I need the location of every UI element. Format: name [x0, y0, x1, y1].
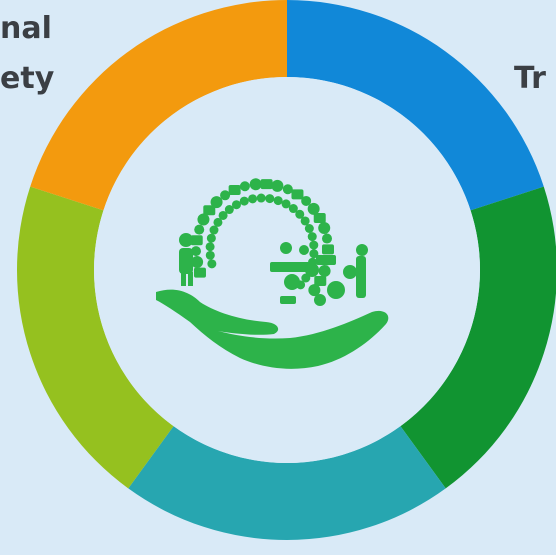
g-arc-glyph — [288, 204, 298, 214]
g-arc-glyph — [194, 224, 205, 235]
g-arc-glyph — [231, 200, 241, 210]
g-arc-glyph — [205, 242, 215, 252]
g-arc-glyph — [248, 194, 258, 204]
g-arc-glyph — [224, 205, 234, 215]
g-arc-glyph — [197, 213, 210, 226]
g-arc-glyph — [207, 259, 217, 269]
g-arc-glyph — [313, 213, 326, 224]
g-arc-glyph — [307, 232, 317, 242]
farmer-figure-icon — [179, 233, 193, 286]
ring — [16, 0, 556, 540]
g-arc-glyph — [209, 225, 219, 235]
ring-segment-5 — [30, 0, 287, 211]
g-arc-glyph — [193, 267, 206, 278]
g-arc-glyph — [291, 189, 304, 200]
g-arc-glyph — [318, 221, 331, 234]
g-arc-glyph — [228, 184, 241, 195]
g-arc-glyph — [304, 224, 314, 234]
g-arc-glyph — [307, 202, 320, 215]
g-letter-bar — [270, 242, 368, 306]
g-arc-glyph — [249, 178, 262, 191]
g-arc-glyph — [281, 199, 291, 209]
g-arc-glyph — [301, 195, 312, 206]
g-arc-glyph — [300, 216, 310, 226]
g-arc-glyph — [205, 250, 215, 260]
g-arc-glyph — [314, 275, 327, 286]
segment-label-top-left-line1: nal — [0, 11, 52, 46]
g-arc-glyph — [265, 194, 275, 204]
g-arc-glyph — [210, 196, 223, 209]
g-arc-glyph — [318, 264, 331, 277]
g-arc-glyph — [206, 233, 216, 243]
g-arc-glyph — [218, 210, 228, 220]
g-letter-arc — [190, 178, 334, 297]
ring-segment-4 — [16, 186, 174, 489]
ring-segment-2 — [400, 186, 556, 489]
g-arc-glyph — [239, 196, 249, 206]
g-arc-glyph — [309, 249, 319, 259]
g-arc-glyph — [191, 256, 204, 269]
hand-holding-g-agriculture-icon — [156, 178, 389, 369]
g-arc-glyph — [260, 179, 273, 190]
g-arc-glyph — [203, 205, 216, 216]
g-arc-glyph — [239, 181, 250, 192]
ring-segment-3 — [128, 426, 446, 540]
ring-segment-1 — [287, 0, 544, 211]
g-arc-glyph — [213, 217, 223, 227]
segment-label-top-right: Tr — [514, 61, 546, 96]
g-arc-glyph — [273, 196, 283, 206]
segment-label-top-left-line2: ety — [0, 61, 55, 96]
g-arc-glyph — [309, 240, 319, 250]
g-arc-glyph — [282, 184, 293, 195]
g-arc-glyph — [191, 246, 202, 257]
g-arc-glyph — [295, 209, 305, 219]
g-arc-glyph — [256, 193, 266, 203]
g-arc-glyph — [321, 244, 334, 255]
hand-shape — [156, 289, 389, 369]
g-arc-glyph — [271, 179, 284, 192]
g-arc-glyph — [308, 284, 321, 297]
g-arc-glyph — [220, 190, 231, 201]
g-arc-glyph — [190, 235, 203, 246]
g-arc-glyph — [321, 233, 332, 244]
